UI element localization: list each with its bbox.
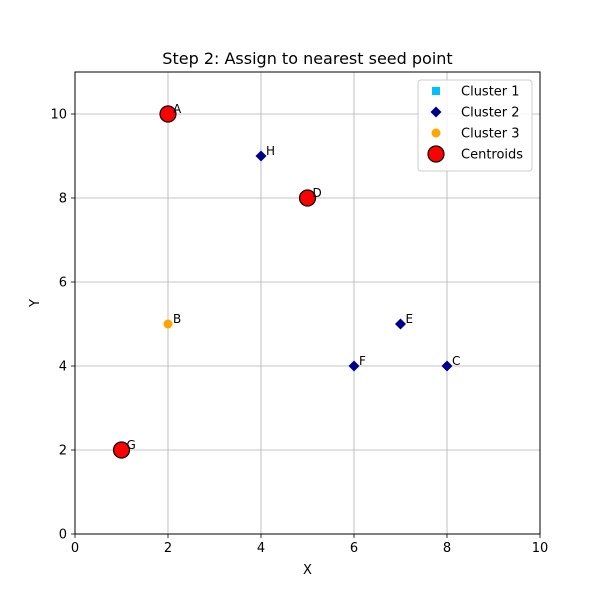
- centroids-point-a: [159, 105, 177, 123]
- x-tick-label: 0: [71, 541, 79, 556]
- y-tick-label: 6: [59, 276, 67, 291]
- x-tick-label: 10: [532, 541, 549, 556]
- y-tick-label: 2: [59, 444, 67, 459]
- cluster-3-point-b: [163, 319, 173, 329]
- legend: Cluster 1 Cluster 2 Cluster 3 Centroids: [417, 79, 533, 172]
- centroids-point-d: [298, 189, 317, 207]
- x-axis-title: X: [303, 563, 312, 578]
- legend-label-cluster-1: Cluster 1: [461, 85, 520, 100]
- legend-marker-cluster-1: [432, 87, 440, 95]
- axis-ticks: 0 2 4 6 8 10 0 2 4 6 8 10: [50, 108, 548, 557]
- y-tick-label: 8: [59, 192, 67, 207]
- cluster-2-point-c: [441, 360, 453, 372]
- legend-marker-cluster-3: [431, 128, 441, 138]
- data-markers: H E F C B A D G: [112, 102, 460, 459]
- point-label-c: C: [452, 354, 460, 368]
- point-label-g: G: [127, 438, 136, 452]
- plot-frame: [74, 71, 541, 535]
- x-tick-label: 4: [257, 541, 265, 556]
- legend-box: [417, 79, 533, 172]
- legend-marker-cluster-2: [430, 106, 442, 118]
- legend-label-centroids: Centroids: [461, 148, 523, 163]
- point-label-d: D: [313, 186, 322, 200]
- cluster-2-point-f: [348, 360, 360, 372]
- cluster-2-point-e: [395, 318, 406, 330]
- cluster-2-point-h: [255, 150, 267, 162]
- centroids-point-g: [112, 441, 131, 459]
- legend-marker-centroids: [427, 145, 445, 163]
- y-tick-label: 0: [59, 528, 67, 543]
- point-label-f: F: [359, 354, 366, 368]
- x-tick-label: 8: [443, 541, 451, 556]
- y-tick-label: 10: [50, 108, 67, 123]
- x-tick-label: 2: [164, 541, 172, 556]
- point-label-h: H: [266, 144, 275, 158]
- point-label-b: B: [173, 312, 181, 326]
- point-label-e: E: [406, 312, 414, 326]
- x-tick-label: 6: [350, 541, 358, 556]
- y-axis-title: Y: [28, 299, 43, 308]
- legend-label-cluster-2: Cluster 2: [461, 106, 520, 121]
- chart-title: Step 2: Assign to nearest seed point: [162, 49, 452, 68]
- legend-label-cluster-3: Cluster 3: [461, 127, 520, 142]
- point-label-a: A: [173, 102, 182, 116]
- y-tick-label: 4: [59, 360, 67, 375]
